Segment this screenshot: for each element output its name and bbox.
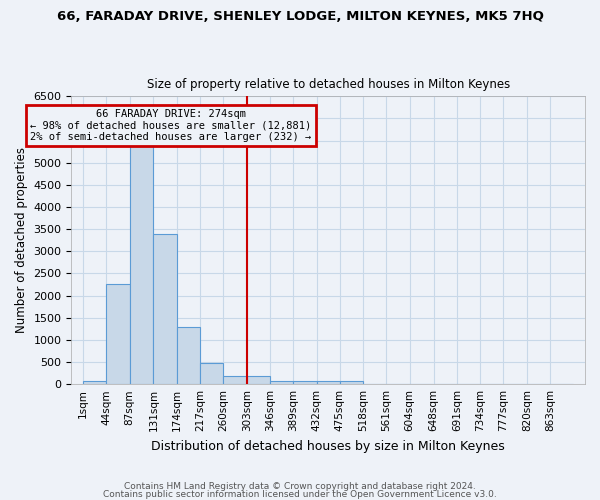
Bar [317, 381, 340, 384]
Bar [293, 381, 317, 384]
Bar [270, 381, 293, 384]
Text: 66 FARADAY DRIVE: 274sqm
← 98% of detached houses are smaller (12,881)
2% of sem: 66 FARADAY DRIVE: 274sqm ← 98% of detach… [30, 108, 311, 142]
Y-axis label: Number of detached properties: Number of detached properties [15, 148, 28, 334]
Bar [223, 376, 247, 384]
Bar [340, 381, 363, 384]
Text: 66, FARADAY DRIVE, SHENLEY LODGE, MILTON KEYNES, MK5 7HQ: 66, FARADAY DRIVE, SHENLEY LODGE, MILTON… [56, 10, 544, 23]
Text: Contains HM Land Registry data © Crown copyright and database right 2024.: Contains HM Land Registry data © Crown c… [124, 482, 476, 491]
Title: Size of property relative to detached houses in Milton Keynes: Size of property relative to detached ho… [146, 78, 510, 91]
Bar [154, 234, 177, 384]
Bar [83, 381, 106, 384]
Bar [106, 284, 130, 384]
Text: Contains public sector information licensed under the Open Government Licence v3: Contains public sector information licen… [103, 490, 497, 499]
X-axis label: Distribution of detached houses by size in Milton Keynes: Distribution of detached houses by size … [151, 440, 505, 452]
Bar [200, 363, 223, 384]
Bar [177, 326, 200, 384]
Bar [130, 146, 153, 384]
Bar [247, 376, 270, 384]
